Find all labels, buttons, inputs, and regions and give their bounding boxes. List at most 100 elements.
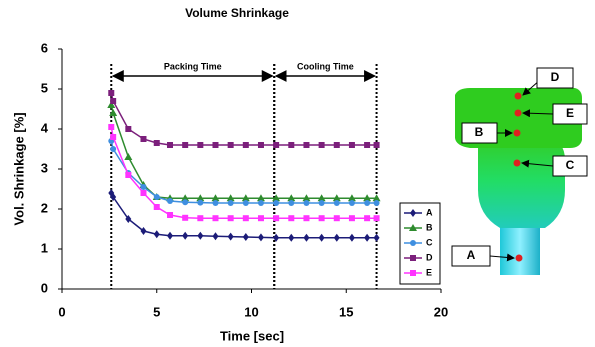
- legend-marker: [410, 240, 416, 246]
- data-point: [258, 215, 264, 221]
- chart: Volume Shrinkage Time [sec] Vol. Shrinka…: [0, 0, 595, 347]
- data-point: [154, 204, 160, 210]
- y-tick-label: 2: [41, 200, 48, 215]
- data-point: [228, 215, 234, 221]
- part-label: A: [467, 248, 476, 262]
- data-point: [364, 234, 370, 242]
- data-point: [303, 142, 309, 148]
- data-point: [182, 142, 188, 148]
- data-point: [228, 233, 234, 241]
- data-point: [334, 200, 340, 206]
- data-point: [349, 200, 355, 206]
- series-line: [111, 105, 376, 198]
- part-label: E: [566, 106, 574, 120]
- y-tick-label: 4: [41, 120, 49, 135]
- data-point: [349, 142, 355, 148]
- data-point: [364, 200, 370, 206]
- data-point: [374, 215, 380, 221]
- data-point: [334, 142, 340, 148]
- data-point: [110, 134, 116, 140]
- legend-label: C: [426, 237, 433, 247]
- data-point: [243, 233, 249, 241]
- data-point: [197, 215, 203, 221]
- data-point: [167, 232, 173, 240]
- data-point: [110, 98, 116, 104]
- data-point: [228, 200, 234, 206]
- x-tick-label: 20: [434, 304, 448, 319]
- legend-label: E: [426, 267, 432, 277]
- data-point: [303, 215, 309, 221]
- data-point: [364, 215, 370, 221]
- x-tick-label: 10: [244, 304, 258, 319]
- data-point: [374, 234, 380, 242]
- data-point: [167, 198, 173, 204]
- data-point: [108, 124, 114, 130]
- data-point: [110, 146, 116, 152]
- y-tick-label: 1: [41, 240, 48, 255]
- data-point: [140, 190, 146, 196]
- data-point: [243, 142, 249, 148]
- legend-marker: [410, 270, 416, 276]
- data-point: [288, 142, 294, 148]
- data-point: [197, 142, 203, 148]
- data-point: [228, 142, 234, 148]
- y-axis-label: Vol. Shrinkage [%]: [11, 112, 26, 225]
- data-point: [273, 215, 279, 221]
- data-point: [140, 184, 146, 190]
- data-point: [140, 227, 146, 235]
- x-tick-label: 5: [153, 304, 160, 319]
- data-point: [243, 215, 249, 221]
- data-point: [303, 234, 309, 242]
- part-label: D: [551, 70, 560, 84]
- data-point: [273, 200, 279, 206]
- data-point: [258, 142, 264, 148]
- data-point: [212, 200, 218, 206]
- data-point: [212, 215, 218, 221]
- data-point: [125, 126, 131, 132]
- data-point: [364, 142, 370, 148]
- legend-marker: [410, 255, 416, 261]
- data-point: [182, 232, 188, 240]
- data-point: [258, 200, 264, 206]
- y-tick-label: 3: [41, 160, 48, 175]
- part-label: C: [566, 158, 575, 172]
- data-point: [288, 234, 294, 242]
- data-point: [154, 230, 160, 238]
- data-point: [374, 142, 380, 148]
- data-point: [319, 215, 325, 221]
- x-axis-label: Time [sec]: [220, 328, 284, 343]
- phase-label: Cooling Time: [297, 61, 354, 71]
- data-point: [258, 233, 264, 241]
- data-point: [334, 234, 340, 242]
- data-point: [319, 234, 325, 242]
- data-point: [154, 194, 160, 200]
- data-point: [349, 234, 355, 242]
- data-point: [243, 200, 249, 206]
- data-point: [212, 142, 218, 148]
- data-point: [182, 215, 188, 221]
- data-point: [140, 136, 146, 142]
- phase-label: Packing Time: [164, 61, 222, 71]
- y-tick-label: 5: [41, 80, 48, 95]
- data-point: [154, 140, 160, 146]
- series-line: [111, 141, 376, 203]
- data-point: [349, 215, 355, 221]
- data-point: [108, 90, 114, 96]
- data-point: [288, 200, 294, 206]
- data-point: [124, 153, 132, 160]
- data-point: [182, 199, 188, 205]
- y-tick-label: 0: [41, 280, 48, 295]
- x-tick-label: 15: [339, 304, 353, 319]
- legend-label: B: [426, 222, 433, 232]
- data-point: [167, 212, 173, 218]
- data-point: [273, 142, 279, 148]
- x-tick-label: 0: [58, 304, 65, 319]
- legend-label: A: [426, 207, 433, 217]
- data-point: [167, 142, 173, 148]
- chart-title: Volume Shrinkage: [185, 6, 289, 20]
- legend-label: D: [426, 252, 433, 262]
- series-line: [111, 93, 376, 145]
- data-point: [125, 172, 131, 178]
- part-label: B: [475, 125, 484, 139]
- y-tick-label: 6: [41, 40, 48, 55]
